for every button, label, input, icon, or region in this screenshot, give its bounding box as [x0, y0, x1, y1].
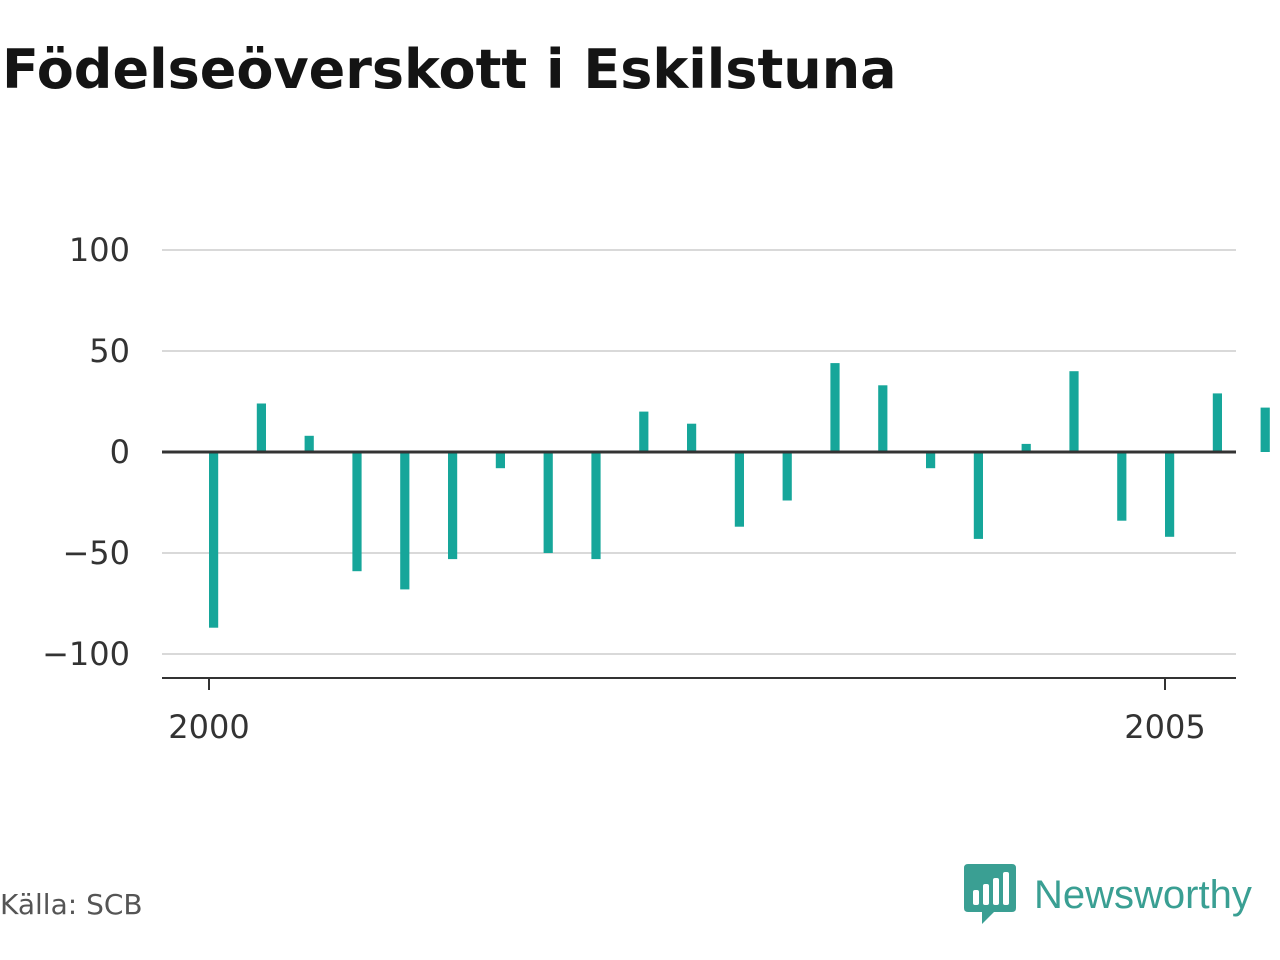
bar — [256, 403, 266, 452]
brand[interactable]: Newsworthy — [964, 864, 1252, 926]
bar — [926, 452, 936, 469]
bar — [1117, 452, 1127, 521]
bar — [782, 452, 792, 501]
bar — [687, 423, 697, 452]
gridlines — [162, 249, 1236, 655]
bar — [448, 452, 458, 560]
y-tick-label: −50 — [62, 534, 130, 572]
bar — [973, 452, 983, 539]
bar — [734, 452, 744, 527]
source-credit: Källa: SCB — [0, 888, 143, 921]
bar — [1021, 443, 1031, 452]
brand-name: Newsworthy — [1034, 872, 1252, 917]
bar — [1069, 371, 1079, 452]
bar-chart-speech-bubble-icon — [964, 864, 1016, 924]
bar — [878, 385, 888, 452]
bar — [591, 452, 601, 560]
bar — [304, 435, 314, 452]
bar — [209, 452, 219, 628]
chart-title: Födelseöverskott i Eskilstuna — [2, 38, 897, 101]
y-tick-label: 100 — [69, 231, 130, 269]
bar — [495, 452, 505, 469]
bar — [639, 411, 649, 452]
bar — [400, 452, 410, 590]
bars — [209, 363, 1270, 628]
bar — [1260, 407, 1270, 452]
axes: −100−50050100200020052010201520202025 — [42, 231, 1236, 746]
bar — [352, 452, 362, 572]
bar — [1165, 452, 1175, 537]
x-tick-label: 2005 — [1124, 708, 1205, 746]
y-tick-label: −100 — [42, 635, 130, 673]
y-tick-label: 50 — [89, 332, 130, 370]
bar — [830, 363, 840, 452]
x-tick-label: 2000 — [168, 708, 249, 746]
bar — [543, 452, 553, 553]
bar — [1212, 393, 1222, 452]
y-tick-label: 0 — [110, 433, 130, 471]
